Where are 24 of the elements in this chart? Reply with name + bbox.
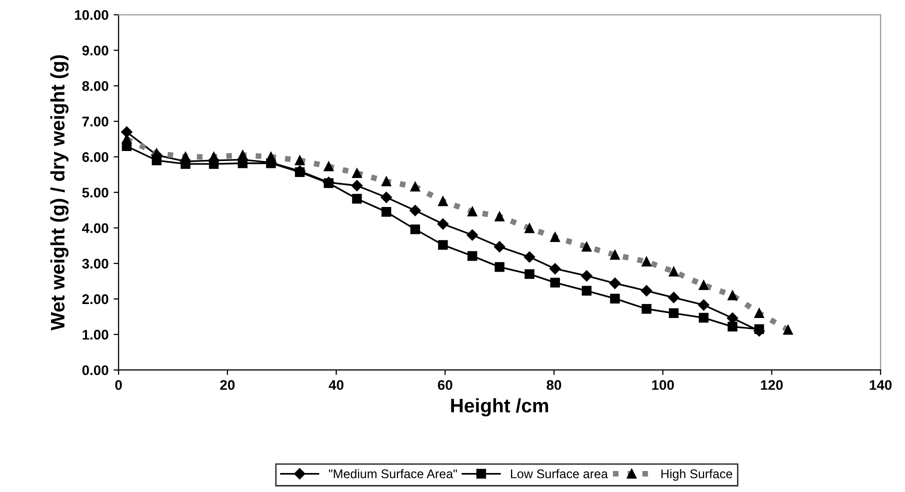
legend-label: Low Surface area (510, 469, 608, 478)
x-tick-label: 140 (870, 380, 892, 390)
x-tick-label: 0 (115, 380, 122, 390)
x-tick-label: 120 (760, 380, 783, 390)
y-tick-label: 6.00 (82, 152, 108, 162)
y-tick-label: 2.00 (82, 294, 108, 304)
y-tick-label: 9.00 (82, 46, 108, 56)
x-axis-title: Height /cm (451, 398, 548, 416)
y-tick-label: 4.00 (82, 223, 108, 234)
y-axis-title: Wet weight (g) / dry weight (g) (50, 55, 69, 330)
y-tick-label: 10.00 (74, 10, 108, 20)
y-tick-label: 5.00 (82, 188, 108, 198)
x-tick-label: 100 (652, 380, 674, 390)
legend-label: High Surface (661, 469, 732, 481)
y-tick-label: 1.00 (82, 330, 108, 340)
x-tick-label: 40 (328, 380, 344, 390)
y-tick-label: 8.00 (82, 81, 108, 91)
x-tick-label: 80 (546, 380, 562, 390)
y-tick-label: 7.00 (82, 116, 108, 126)
y-tick-label: 3.00 (82, 258, 108, 269)
legend-label: "Medium Surface Area" (328, 469, 457, 478)
x-tick-label: 20 (220, 380, 235, 390)
y-tick-label: 0.00 (82, 365, 108, 376)
x-tick-label: 60 (438, 380, 452, 390)
